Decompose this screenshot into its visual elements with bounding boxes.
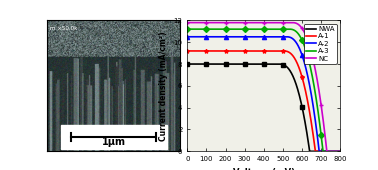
A-1 xyxy=(268,50,272,52)
A-3 xyxy=(185,28,190,30)
NWA xyxy=(335,150,339,152)
NWA xyxy=(185,63,190,65)
Text: m ×50.0k: m ×50.0k xyxy=(50,26,77,31)
A-3 xyxy=(338,150,342,152)
A-2 xyxy=(258,36,262,38)
NC xyxy=(258,22,262,24)
A-1 xyxy=(310,130,315,132)
NWA xyxy=(311,150,315,152)
NWA xyxy=(308,150,312,152)
Legend: NWA, A-1, A-2, A-3, NC: NWA, A-1, A-2, A-3, NC xyxy=(304,24,337,64)
NWA xyxy=(258,63,262,65)
NC xyxy=(325,150,329,152)
Line: NWA: NWA xyxy=(187,64,340,151)
A-2 xyxy=(259,36,263,38)
Line: A-3: A-3 xyxy=(187,29,340,151)
A-3 xyxy=(310,77,315,79)
A-2 xyxy=(268,36,272,38)
A-3 xyxy=(268,28,272,30)
A-1 xyxy=(313,150,318,152)
X-axis label: Voltage (mV): Voltage (mV) xyxy=(233,168,295,170)
A-2 xyxy=(338,150,342,152)
A-1 xyxy=(338,150,342,152)
Text: 1μm: 1μm xyxy=(102,137,126,147)
Line: NC: NC xyxy=(187,23,340,151)
NWA xyxy=(268,63,272,65)
NC xyxy=(276,22,280,24)
A-2 xyxy=(276,36,280,38)
NC xyxy=(310,56,315,58)
Line: A-2: A-2 xyxy=(187,37,340,151)
A-3 xyxy=(335,150,339,152)
A-2 xyxy=(335,150,339,152)
A-1 xyxy=(258,50,262,52)
NC xyxy=(268,22,272,24)
Y-axis label: Current density (mA/cm²): Current density (mA/cm²) xyxy=(159,31,168,141)
NWA xyxy=(276,63,280,65)
A-1 xyxy=(259,50,263,52)
A-2 xyxy=(317,150,322,152)
NC xyxy=(185,22,190,24)
A-2 xyxy=(310,101,315,104)
NC xyxy=(338,150,342,152)
A-1 xyxy=(335,150,339,152)
NC xyxy=(335,150,339,152)
NWA xyxy=(259,63,263,65)
NC xyxy=(259,22,263,24)
A-3 xyxy=(259,28,263,30)
Line: A-1: A-1 xyxy=(187,51,340,151)
A-2 xyxy=(185,36,190,38)
Bar xyxy=(60,125,167,149)
A-3 xyxy=(276,28,280,30)
A-3 xyxy=(258,28,262,30)
A-3 xyxy=(321,150,325,152)
NWA xyxy=(338,150,342,152)
A-1 xyxy=(276,50,280,52)
A-1 xyxy=(185,50,190,52)
